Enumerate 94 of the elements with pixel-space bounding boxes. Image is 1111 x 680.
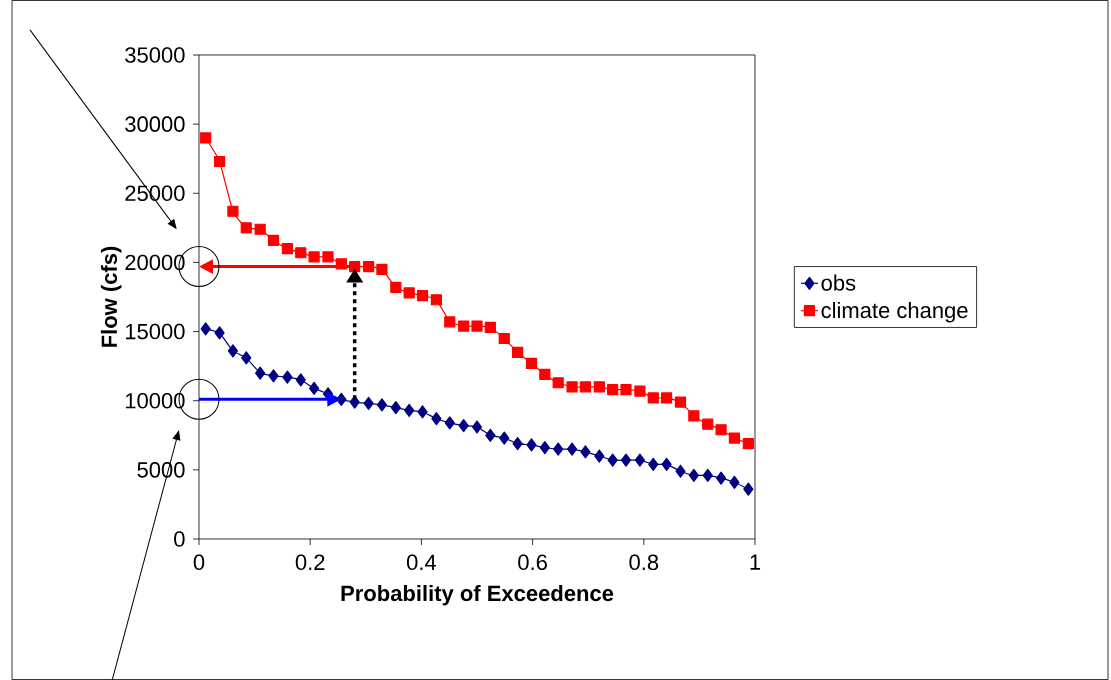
point bbox=[254, 223, 266, 235]
point bbox=[417, 405, 428, 419]
point bbox=[525, 357, 538, 369]
point bbox=[444, 416, 455, 430]
point bbox=[376, 263, 388, 275]
point bbox=[661, 392, 673, 404]
point bbox=[282, 370, 293, 384]
point bbox=[485, 428, 496, 442]
point bbox=[214, 326, 225, 340]
point bbox=[268, 369, 279, 383]
y-tick-label: 5000 bbox=[137, 462, 185, 478]
point bbox=[363, 396, 374, 411]
point bbox=[376, 398, 388, 412]
point bbox=[390, 281, 402, 293]
point bbox=[647, 392, 659, 404]
x-tick-label: 0.4 bbox=[406, 554, 437, 571]
y-axis-title: Flow (cfs) bbox=[100, 246, 122, 347]
point bbox=[200, 132, 212, 144]
point bbox=[308, 251, 320, 263]
y-tick-label: 35000 bbox=[125, 47, 185, 63]
point bbox=[511, 346, 524, 358]
point bbox=[728, 432, 741, 444]
point bbox=[295, 373, 306, 387]
point bbox=[702, 468, 713, 482]
point bbox=[241, 351, 252, 365]
point bbox=[566, 442, 578, 456]
x-axis-title: Probability of Exceedence bbox=[341, 584, 614, 606]
point bbox=[566, 381, 578, 393]
y-tick-label: 20000 bbox=[125, 254, 185, 271]
point bbox=[295, 247, 307, 259]
point bbox=[431, 412, 442, 426]
point bbox=[594, 449, 605, 463]
x-tick-label: 0 bbox=[193, 554, 205, 571]
legend-label: climate change bbox=[821, 301, 968, 323]
point bbox=[702, 418, 714, 430]
point bbox=[620, 453, 632, 467]
point bbox=[579, 381, 592, 393]
y-tick-label: 30000 bbox=[125, 116, 185, 132]
x-tick-label: 1 bbox=[750, 554, 761, 570]
point bbox=[743, 482, 754, 496]
y-tick-label: 10000 bbox=[125, 392, 185, 409]
point bbox=[362, 260, 375, 273]
point bbox=[416, 290, 429, 302]
point bbox=[404, 403, 415, 417]
point bbox=[227, 344, 239, 358]
point bbox=[553, 442, 564, 456]
point bbox=[498, 332, 510, 345]
point bbox=[607, 453, 618, 467]
x-tick-label: 0.6 bbox=[518, 554, 547, 571]
point bbox=[227, 205, 239, 217]
point bbox=[688, 410, 700, 422]
point bbox=[430, 294, 443, 306]
point bbox=[322, 251, 334, 263]
point bbox=[213, 155, 226, 168]
point bbox=[308, 381, 320, 395]
point bbox=[471, 420, 483, 434]
point bbox=[634, 385, 646, 397]
point bbox=[552, 377, 564, 389]
point bbox=[403, 287, 415, 299]
point bbox=[580, 445, 591, 459]
point bbox=[593, 381, 605, 393]
point bbox=[729, 475, 740, 489]
point bbox=[267, 234, 280, 246]
point bbox=[539, 441, 550, 455]
x-tick-label: 0.8 bbox=[629, 554, 659, 571]
y-tick-label: 0 bbox=[174, 531, 185, 547]
point bbox=[240, 222, 252, 234]
point bbox=[648, 457, 659, 471]
point bbox=[620, 384, 632, 396]
point bbox=[674, 396, 687, 408]
point bbox=[471, 320, 483, 332]
point bbox=[200, 322, 211, 336]
point bbox=[499, 431, 510, 445]
point bbox=[607, 384, 619, 396]
point bbox=[484, 321, 496, 334]
point bbox=[512, 436, 523, 451]
point bbox=[255, 366, 266, 380]
point bbox=[675, 464, 686, 478]
y-tick-label: 15000 bbox=[125, 323, 185, 340]
point bbox=[634, 453, 646, 467]
x-tick-label: 0.2 bbox=[295, 554, 325, 571]
point bbox=[539, 368, 551, 381]
point bbox=[715, 471, 727, 485]
point bbox=[661, 457, 672, 471]
point bbox=[688, 468, 699, 482]
point bbox=[526, 438, 537, 452]
point bbox=[444, 316, 456, 328]
point bbox=[715, 424, 727, 436]
point bbox=[458, 419, 469, 433]
point bbox=[281, 243, 293, 255]
point bbox=[390, 401, 401, 415]
point bbox=[458, 320, 470, 332]
point bbox=[742, 437, 754, 450]
legend-label: obs bbox=[821, 274, 856, 291]
